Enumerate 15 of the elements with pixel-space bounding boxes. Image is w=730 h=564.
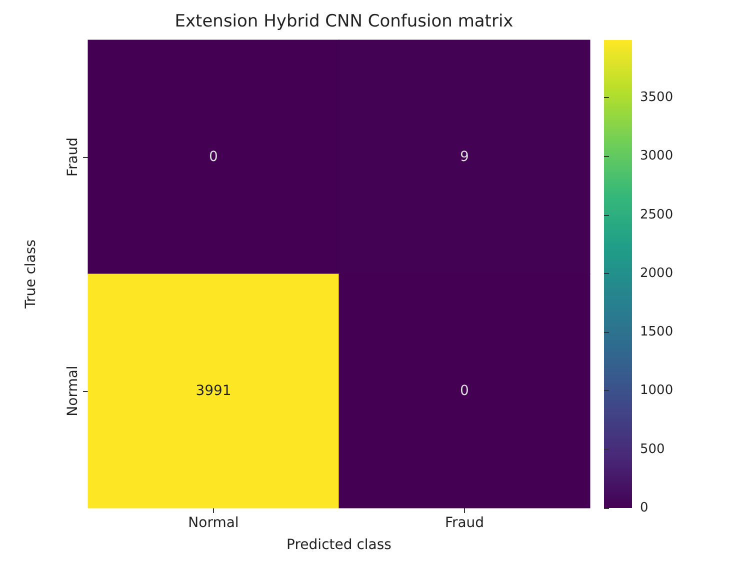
color-bar-label: 0: [640, 500, 648, 516]
color-bar-label: 3500: [640, 90, 674, 106]
y-axis-title: True class: [23, 240, 39, 310]
color-bar-label: 1000: [640, 383, 674, 398]
data-label: 9: [460, 149, 469, 165]
color-bar-label: 1500: [640, 324, 674, 340]
data-label: 0: [460, 383, 469, 399]
x-axis-title: Predicted class: [286, 537, 392, 553]
data-label: 3991: [196, 383, 232, 399]
color-bar-label: 2500: [640, 207, 674, 222]
color-bar-label: 3000: [640, 148, 674, 164]
data-label: 0: [209, 149, 218, 165]
color-bar-label: 500: [640, 442, 665, 457]
color-bar-label: 2000: [640, 266, 674, 281]
chart-title: Extension Hybrid CNN Confusion matrix: [174, 12, 514, 32]
